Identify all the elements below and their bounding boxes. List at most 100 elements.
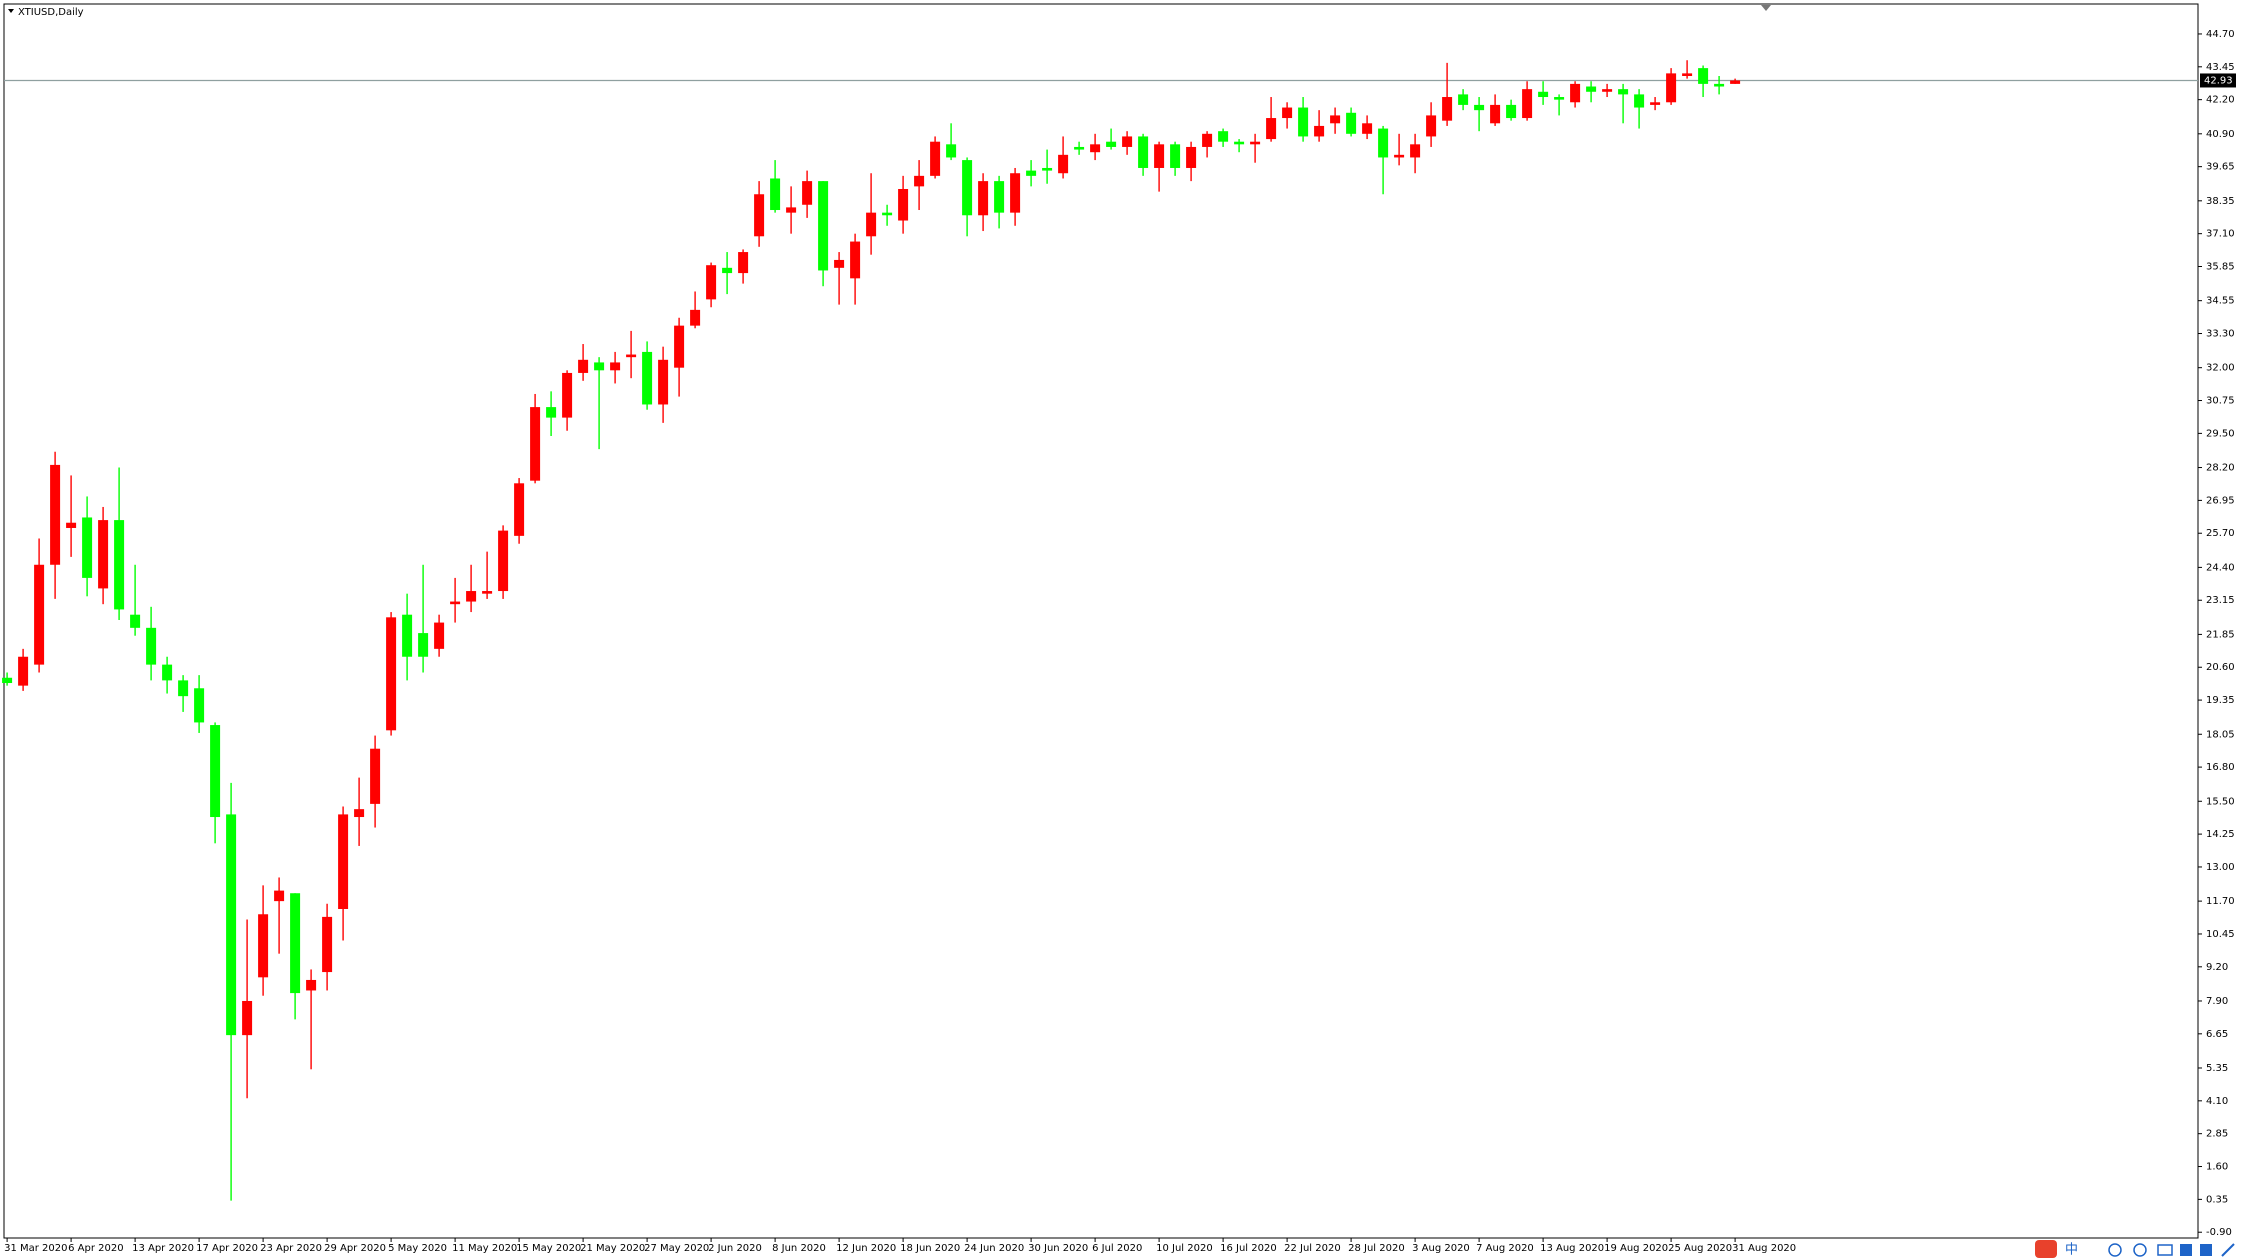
x-tick-label: 11 May 2020 — [452, 1243, 517, 1254]
y-tick-label: 16.80 — [2206, 762, 2235, 773]
candle-body — [1202, 133, 1213, 147]
y-tick-label: 40.90 — [2206, 129, 2235, 140]
candle-body — [898, 188, 909, 221]
ime-icon[interactable] — [2133, 1243, 2147, 1257]
candle-body — [1106, 141, 1117, 147]
x-tick-label: 25 Aug 2020 — [1668, 1243, 1732, 1254]
candle-body — [946, 144, 957, 158]
x-tick-label: 31 Aug 2020 — [1732, 1243, 1796, 1254]
y-tick-label: 29.50 — [2206, 428, 2235, 439]
y-tick-label: 15.50 — [2206, 796, 2235, 807]
candle-body — [450, 601, 461, 605]
candle-body — [1362, 123, 1373, 134]
x-tick-label: 12 Jun 2020 — [836, 1243, 896, 1254]
candle-body — [1234, 141, 1245, 145]
y-tick-label: 13.00 — [2206, 862, 2235, 873]
y-tick-label: 20.60 — [2206, 662, 2235, 673]
candle-body — [1730, 80, 1741, 84]
candle-body — [786, 207, 797, 213]
x-tick-label: 6 Apr 2020 — [68, 1243, 123, 1254]
candle-body — [466, 591, 477, 602]
candle-body — [1378, 128, 1389, 158]
x-tick-label: 24 Jun 2020 — [964, 1243, 1024, 1254]
candle-body — [914, 175, 925, 187]
candle-body — [770, 178, 781, 211]
y-tick-label: 4.10 — [2206, 1096, 2228, 1107]
candle-body — [1570, 83, 1581, 103]
candle-body — [738, 252, 749, 274]
y-tick-label: 33.30 — [2206, 329, 2235, 340]
x-tick-label: 27 May 2020 — [644, 1243, 709, 1254]
y-tick-label: 14.25 — [2206, 829, 2235, 840]
y-tick-label: 43.45 — [2206, 62, 2235, 73]
x-tick-label: 5 May 2020 — [388, 1243, 447, 1254]
candle-body — [1330, 115, 1341, 124]
candle-body — [1714, 83, 1725, 87]
candle-body — [194, 688, 205, 723]
y-tick-label: 32.00 — [2206, 363, 2235, 374]
candle-body — [1218, 131, 1229, 142]
candle-body — [866, 212, 877, 237]
candle-body — [1666, 73, 1677, 103]
candle-body — [514, 483, 525, 536]
candle-body — [610, 362, 621, 371]
y-tick-label: 38.35 — [2206, 196, 2235, 207]
x-tick-label: 23 Apr 2020 — [260, 1243, 322, 1254]
y-tick-label: 37.10 — [2206, 229, 2235, 240]
candle-body — [290, 893, 301, 994]
candle-body — [98, 520, 109, 589]
y-tick-label: 10.45 — [2206, 929, 2235, 940]
candle-body — [690, 309, 701, 326]
candle-body — [1490, 104, 1501, 124]
y-tick-label: 7.90 — [2206, 996, 2228, 1007]
candle-body — [626, 354, 637, 358]
ime-icon[interactable] — [2108, 1243, 2122, 1257]
ime-icon[interactable] — [2180, 1244, 2192, 1256]
candle-body — [1458, 94, 1469, 105]
y-tick-label: 18.05 — [2206, 729, 2235, 740]
shift-marker[interactable] — [1761, 5, 1771, 11]
y-tick-label: 23.15 — [2206, 595, 2235, 606]
candle-body — [1602, 89, 1613, 92]
menu-arrow[interactable] — [8, 9, 14, 13]
candle-body — [978, 181, 989, 216]
candle-body — [418, 633, 429, 657]
candle-body — [1282, 107, 1293, 119]
candle-body — [1250, 141, 1261, 145]
chart-title: XTIUSD,Daily — [18, 7, 84, 18]
x-tick-label: 13 Aug 2020 — [1540, 1243, 1604, 1254]
candle-body — [1314, 125, 1325, 137]
ime-icon[interactable] — [2157, 1244, 2173, 1256]
y-tick-label: 35.85 — [2206, 262, 2235, 273]
candle-body — [578, 359, 589, 373]
y-tick-label: 42.20 — [2206, 95, 2235, 106]
x-tick-label: 3 Aug 2020 — [1412, 1243, 1470, 1254]
candle-body — [322, 916, 333, 973]
ime-icon[interactable] — [2200, 1244, 2212, 1256]
plot-frame — [3, 3, 2199, 1239]
x-tick-label: 6 Jul 2020 — [1092, 1243, 1142, 1254]
candle-body — [530, 407, 541, 481]
ime-mode[interactable]: 中 — [2065, 1243, 2078, 1258]
candle-body — [546, 407, 557, 418]
candle-body — [146, 627, 157, 665]
candle-body — [1522, 89, 1533, 119]
candle-body — [498, 530, 509, 592]
candle-body — [1042, 167, 1053, 171]
ime-icon[interactable] — [2221, 1243, 2235, 1257]
ime-logo[interactable] — [2035, 1240, 2057, 1258]
x-tick-label: 30 Jun 2020 — [1028, 1243, 1088, 1254]
x-tick-label: 21 May 2020 — [580, 1243, 645, 1254]
candle-body — [306, 979, 317, 991]
candle-body — [1074, 146, 1085, 150]
candle-body — [1394, 154, 1405, 158]
candle-body — [1266, 118, 1277, 140]
y-tick-label: 11.70 — [2206, 896, 2235, 907]
y-tick-label: 9.20 — [2206, 962, 2228, 973]
candle-body — [642, 351, 653, 405]
price-label-box — [2200, 73, 2236, 88]
candle-body — [1538, 91, 1549, 98]
candle-body — [1442, 97, 1453, 121]
